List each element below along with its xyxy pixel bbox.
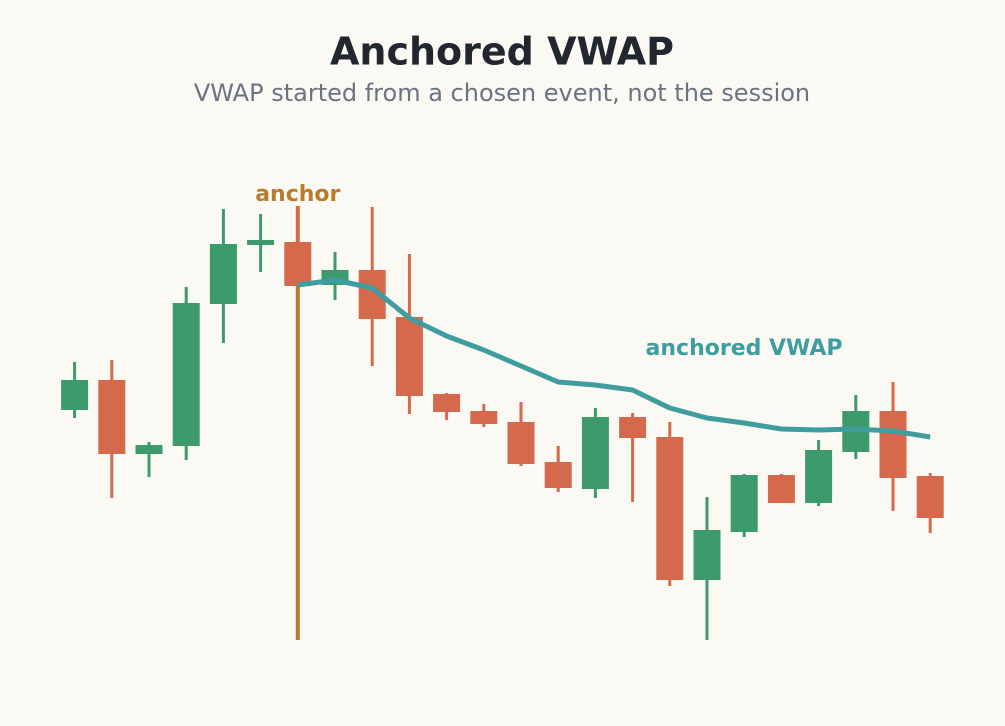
candle-body [656, 437, 684, 580]
candle-body [730, 475, 758, 532]
candle-body [284, 242, 312, 286]
vwap-label: anchored VWAP [646, 336, 843, 361]
candle-body [879, 411, 907, 478]
candle-body [172, 303, 200, 446]
candle-body [395, 317, 423, 396]
candle-body [61, 380, 89, 410]
candle-body [544, 462, 572, 488]
candle-body [247, 240, 275, 245]
candle-body [805, 450, 833, 503]
candle-body [470, 411, 498, 424]
candle-body [135, 445, 163, 454]
candle-body [619, 417, 647, 438]
chart-title: Anchored VWAP [330, 30, 674, 74]
candle-body [98, 380, 126, 454]
candle-body [209, 244, 237, 304]
anchor-label: anchor [255, 182, 340, 207]
candle-body [916, 476, 944, 518]
candle-body [693, 530, 721, 580]
candle-body [767, 475, 795, 503]
vwap-line [297, 277, 931, 440]
candle-body [433, 394, 461, 412]
chart-subtitle: VWAP started from a chosen event, not th… [194, 79, 810, 107]
candle-body [581, 417, 609, 489]
candle-body [507, 422, 535, 464]
